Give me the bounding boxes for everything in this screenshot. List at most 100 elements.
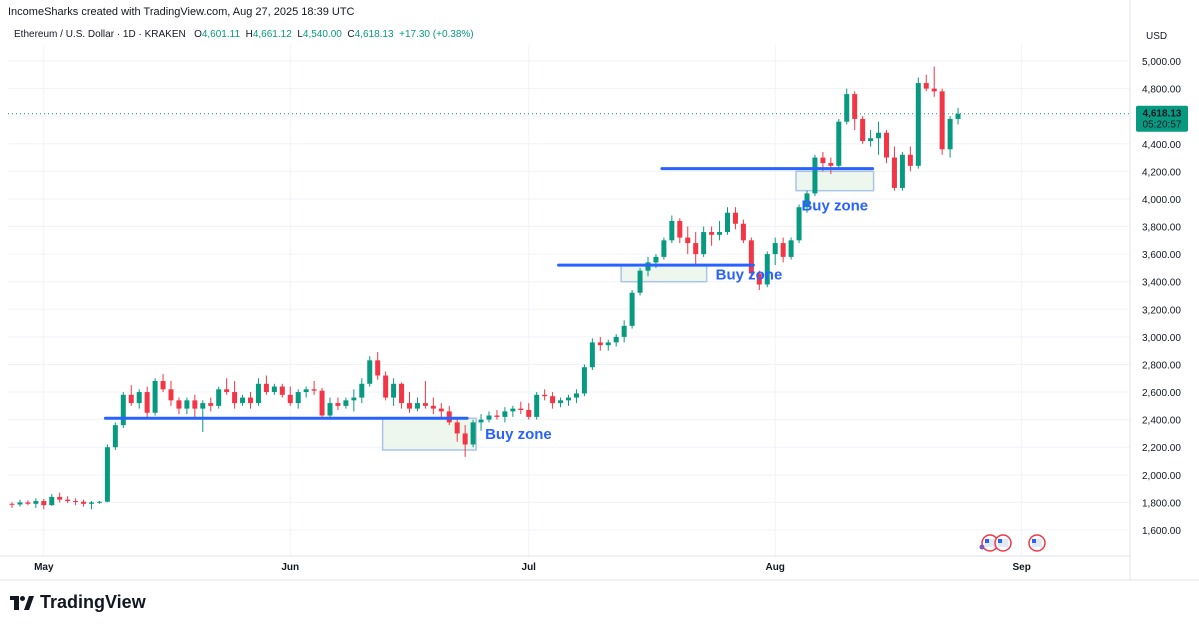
candle-body xyxy=(41,501,47,506)
candle xyxy=(526,403,532,420)
candle-body xyxy=(303,389,309,393)
candle xyxy=(367,356,373,387)
candle-body xyxy=(478,419,484,423)
candle xyxy=(25,500,31,506)
candle xyxy=(486,411,492,423)
candle-body xyxy=(144,392,150,413)
candle-body xyxy=(152,381,158,413)
candle-body xyxy=(661,240,667,257)
candle xyxy=(81,499,87,507)
candle-body xyxy=(9,503,15,505)
candle xyxy=(478,414,484,431)
candle xyxy=(240,394,246,406)
candle xyxy=(414,397,420,412)
candle xyxy=(9,502,15,508)
candle xyxy=(359,378,365,404)
candle-body xyxy=(732,212,738,224)
candle xyxy=(637,267,643,296)
candle xyxy=(534,392,540,420)
price-tick-label: 4,000.00 xyxy=(1142,195,1181,206)
candle xyxy=(65,496,71,504)
candle-body xyxy=(550,396,556,404)
candle xyxy=(128,385,134,406)
candle xyxy=(955,107,961,125)
candle-body xyxy=(232,392,238,404)
low-label: L xyxy=(297,29,303,40)
price-tick-label: 2,000.00 xyxy=(1142,471,1181,482)
candle xyxy=(33,498,39,508)
candle xyxy=(319,387,325,417)
event-icon-flag xyxy=(998,539,1008,547)
candle-body xyxy=(502,411,508,417)
candle xyxy=(772,237,778,266)
candle xyxy=(891,146,897,191)
candle-body xyxy=(287,394,293,404)
low-value: 4,540.00 xyxy=(302,29,342,40)
candle-body xyxy=(820,157,826,164)
candle-body xyxy=(939,91,945,150)
candle-body xyxy=(876,132,882,139)
candle xyxy=(868,129,874,147)
us-flag-event-icon xyxy=(994,534,1012,552)
candle xyxy=(279,383,285,398)
candle-body xyxy=(677,221,683,238)
candle-body xyxy=(176,400,182,409)
tradingview-logo-icon xyxy=(10,595,34,610)
candle-body xyxy=(359,383,365,398)
candle xyxy=(899,152,905,191)
candle-body xyxy=(669,221,675,241)
candle xyxy=(669,215,675,244)
candle xyxy=(788,237,794,260)
candle-body xyxy=(566,397,571,401)
candle xyxy=(446,405,452,426)
candle-body xyxy=(756,273,762,285)
candle xyxy=(836,118,842,169)
candle xyxy=(860,116,866,144)
candle xyxy=(812,154,818,197)
candle-body xyxy=(542,394,548,397)
candle-body xyxy=(311,389,317,391)
buy-zone-label: Buy zone xyxy=(485,426,552,443)
candle-body xyxy=(295,392,301,404)
candle xyxy=(748,237,754,279)
candle-body xyxy=(279,386,285,395)
candle xyxy=(494,409,500,420)
candle-body xyxy=(57,496,63,500)
candle-body xyxy=(430,405,436,409)
candle xyxy=(828,157,834,175)
candle-body xyxy=(629,292,635,326)
candle-body xyxy=(462,433,468,445)
candle xyxy=(621,320,627,343)
candle xyxy=(57,492,63,503)
footer-brand[interactable]: TradingView xyxy=(10,592,146,613)
event-marker-dot xyxy=(979,544,985,550)
candle xyxy=(295,389,301,409)
candle xyxy=(49,494,55,506)
candle-body xyxy=(836,121,842,166)
event-icon-flag xyxy=(985,539,995,547)
candle-body xyxy=(788,240,794,257)
price-tick-label: 4,800.00 xyxy=(1142,85,1181,96)
buy-zone-label: Buy zone xyxy=(716,266,783,283)
candle xyxy=(375,352,381,380)
candle xyxy=(876,121,882,155)
candle-body xyxy=(112,425,118,448)
price-tick-label: 3,000.00 xyxy=(1142,333,1181,344)
candle xyxy=(573,389,579,404)
candle-body xyxy=(73,501,79,503)
candle xyxy=(311,381,317,395)
candle-body xyxy=(923,83,929,89)
candle xyxy=(184,397,190,415)
date-tick-label: May xyxy=(34,562,54,573)
candle-body xyxy=(255,383,261,404)
price-tick-label: 5,000.00 xyxy=(1142,57,1181,68)
candle xyxy=(518,401,524,415)
buy-zone-label: Buy zone xyxy=(801,198,868,215)
candle-body xyxy=(709,232,715,235)
candle-body xyxy=(780,243,786,257)
candle xyxy=(430,397,436,415)
price-tick-label: 3,800.00 xyxy=(1142,223,1181,234)
candle xyxy=(780,237,786,263)
candle-body xyxy=(208,403,214,406)
